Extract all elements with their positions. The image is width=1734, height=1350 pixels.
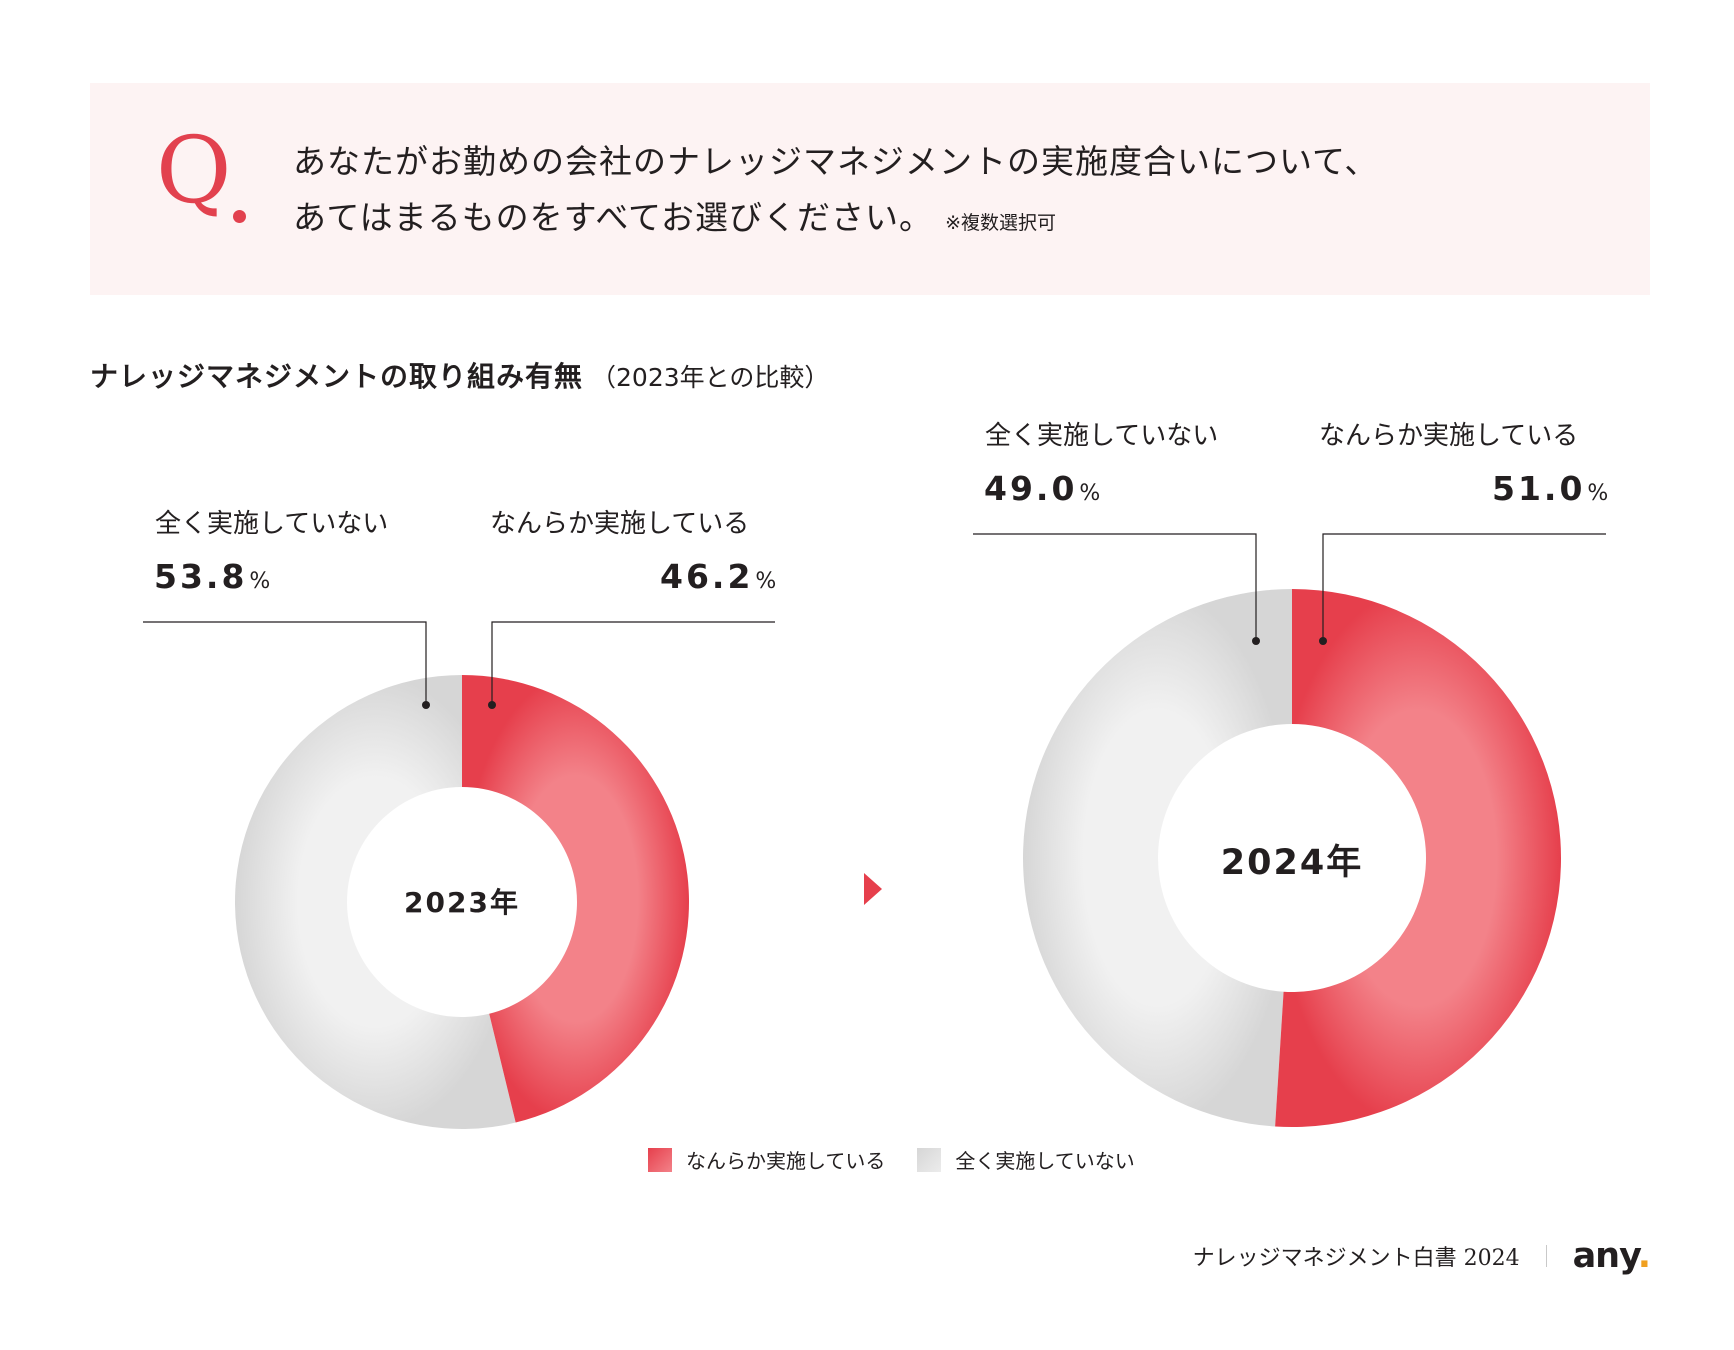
chart2023-leader-not-implemented	[143, 621, 430, 709]
chart2023-leader-implemented	[488, 621, 775, 709]
chart2024-value-not-implemented: 49.0%	[984, 469, 1100, 508]
chart2024-value-implemented: 51.0%	[1492, 469, 1608, 508]
section-title-sub: （2023年との比較）	[591, 363, 830, 392]
comparison-arrow-icon	[864, 873, 882, 905]
legend-swatch-not-implemented	[917, 1147, 942, 1172]
chart-2023: 2023年	[143, 621, 775, 1130]
chart2024-slice-not-implemented	[1023, 589, 1292, 1127]
any-logo-dot: .	[1637, 1236, 1651, 1276]
question-note: ※複数選択可	[945, 212, 1056, 234]
any-logo-text: any	[1572, 1236, 1639, 1276]
chart2024-center-label: 2024年	[1221, 843, 1363, 883]
section-title: ナレッジマネジメントの取り組み有無 （2023年との比較）	[90, 355, 829, 395]
footer-divider	[1545, 1245, 1547, 1267]
question-line-2: あてはまるものをすべてお選びください。 ※複数選択可	[293, 191, 1056, 239]
any-logo: any.	[1572, 1236, 1651, 1276]
chart2024-slice-implemented	[1275, 589, 1562, 1128]
chart2023-slice-implemented	[462, 675, 690, 1123]
chart2024-leader-not-implemented	[973, 533, 1260, 645]
footer: ナレッジマネジメント白書 2024 any.	[1192, 1236, 1651, 1276]
footer-report-title: ナレッジマネジメント白書 2024	[1192, 1246, 1520, 1271]
question-line-2-text: あてはまるものをすべてお選びください。	[293, 198, 934, 237]
chart2023-value-not-implemented: 53.8%	[154, 557, 270, 596]
chart2024-value-not-implemented-unit: %	[1079, 481, 1101, 506]
legend-label-not-implemented: 全く実施していない	[955, 1149, 1135, 1173]
chart2024-value-implemented-number: 51.0	[1492, 469, 1586, 508]
question-dot	[233, 210, 246, 223]
chart2024-value-not-implemented-number: 49.0	[984, 469, 1078, 508]
chart2024-label-implemented: なんらか実施している	[1319, 421, 1579, 451]
legend-swatch-implemented	[648, 1147, 672, 1172]
chart2023-value-implemented-unit: %	[755, 569, 777, 594]
question-box: Q あなたがお勤めの会社のナレッジマネジメントの実施度合いについて、 あてはまる…	[90, 83, 1650, 295]
question-mark: Q	[156, 117, 232, 224]
chart2023-value-implemented: 46.2%	[660, 557, 776, 596]
chart2023-center-label: 2023年	[404, 886, 520, 919]
chart2023-slice-not-implemented	[235, 675, 516, 1130]
chart2024-value-implemented-unit: %	[1587, 481, 1609, 506]
chart2024-label-not-implemented: 全く実施していない	[985, 421, 1219, 451]
section-title-main: ナレッジマネジメントの取り組み有無	[90, 360, 584, 393]
chart2023-label-implemented: なんらか実施している	[490, 509, 750, 539]
chart2023-value-not-implemented-unit: %	[249, 569, 271, 594]
legend-item-not-implemented: 全く実施していない	[917, 1145, 1135, 1174]
chart2024-leader-implemented	[1319, 533, 1606, 645]
legend-item-implemented: なんらか実施している	[648, 1145, 885, 1174]
legend: なんらか実施している 全く実施していない	[648, 1145, 1167, 1174]
question-line-1: あなたがお勤めの会社のナレッジマネジメントの実施度合いについて、	[293, 142, 1379, 181]
chart2023-value-implemented-number: 46.2	[660, 557, 754, 596]
legend-label-implemented: なんらか実施している	[686, 1149, 886, 1173]
chart-2024: 2024年	[973, 533, 1606, 1128]
chart2023-label-not-implemented: 全く実施していない	[155, 509, 389, 539]
chart2023-value-not-implemented-number: 53.8	[154, 557, 248, 596]
